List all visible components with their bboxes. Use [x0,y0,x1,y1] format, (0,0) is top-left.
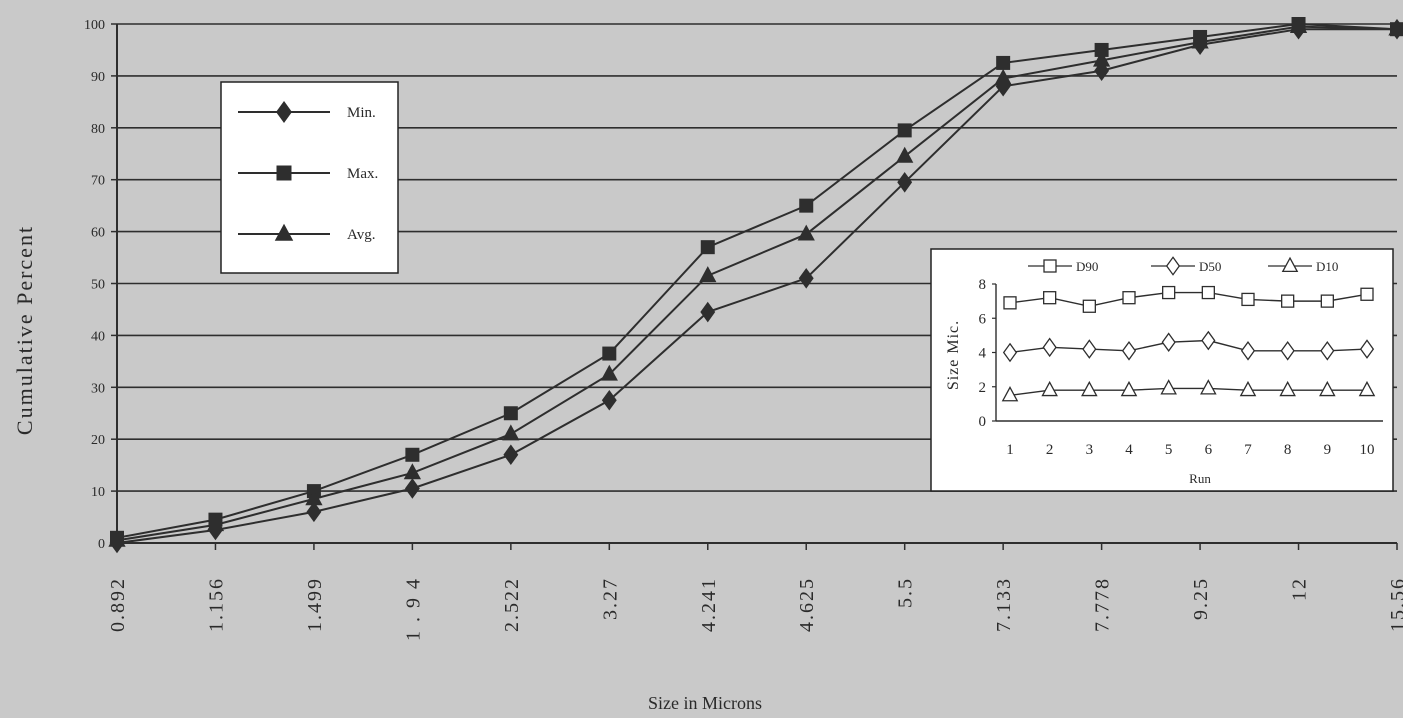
inset-legend-label-d50: D50 [1199,259,1221,274]
y-tick-label-100: 100 [84,18,105,33]
y-tick-label-30: 30 [91,381,105,396]
inset-x-tick-label-8: 8 [1284,442,1292,458]
inset-y-tick-label-8: 8 [979,277,987,293]
y-tick-label-50: 50 [91,278,105,293]
inset-y-tick-label-4: 4 [979,346,987,362]
x-tick-label-11: 7.778 [1092,577,1114,632]
y-tick-label-80: 80 [91,122,105,137]
series-point-max-10 [997,56,1010,69]
x-tick-label-1: 0.892 [107,577,129,632]
legend-label-avg: Avg. [347,227,375,243]
inset-x-tick-label-3: 3 [1086,442,1094,458]
x-tick-label-9: 5.5 [895,577,917,608]
series-point-max-6 [603,347,616,360]
legend-marker-max [277,166,291,180]
y-tick-label-70: 70 [91,174,105,189]
x-tick-label-5: 2.522 [501,577,523,632]
y-tick-label-60: 60 [91,226,105,241]
inset-x-tick-label-2: 2 [1046,442,1054,458]
inset-x-tick-label-1: 1 [1006,442,1014,458]
y-tick-label-0: 0 [98,537,105,552]
inset-series-point-d90-3 [1083,300,1095,312]
inset-series-point-d90-9 [1321,295,1333,307]
y-tick-label-90: 90 [91,70,105,85]
inset-x-axis-label: Run [1189,471,1211,486]
inset-series-point-d90-1 [1004,297,1016,309]
inset-y-axis-label: Size Mic. [945,320,962,390]
x-tick-label-12: 9.25 [1190,577,1212,620]
series-point-max-8 [800,199,813,212]
inset-legend-label-d10: D10 [1316,259,1338,274]
x-tick-label-2: 1.156 [205,577,227,632]
inset-x-tick-label-9: 9 [1324,442,1332,458]
inset-y-tick-label-0: 0 [979,414,987,430]
y-tick-label-10: 10 [91,485,105,500]
inset-series-point-d90-2 [1044,292,1056,304]
x-tick-label-6: 3.27 [599,577,621,620]
inset-series-point-d90-5 [1163,287,1175,299]
y-axis-label: Cumulative Percent [12,225,37,435]
inset-x-tick-label-7: 7 [1244,442,1252,458]
inset-series-point-d90-4 [1123,292,1135,304]
inset-x-tick-label-5: 5 [1165,442,1173,458]
inset-y-tick-label-2: 2 [979,380,987,396]
x-axis-label: Size in Microns [648,693,762,713]
inset-series-point-d90-10 [1361,288,1373,300]
inset-legend-marker-d90 [1044,260,1056,272]
inset-chart: D90 D50 D10 0 2 4 6 8 1 2 3 4 5 6 7 8 9 10 Size Mic. Ru… [931,249,1393,491]
x-tick-label-8: 4.625 [796,577,818,632]
x-tick-label-4: 1 . 9 4 [402,577,424,641]
legend-label-min: Min. [347,105,376,121]
series-point-max-7 [701,241,714,254]
x-tick-label-14: 15.56 [1387,577,1403,632]
x-tick-label-13: 12 [1289,577,1311,601]
inset-y-tick-label-6: 6 [979,311,987,327]
series-point-max-4 [406,448,419,461]
main-legend: Min. Max. Avg. [221,82,398,273]
x-tick-label-10: 7.133 [993,577,1015,632]
inset-series-point-d90-7 [1242,293,1254,305]
series-point-max-5 [504,407,517,420]
x-tick-label-3: 1.499 [304,577,326,632]
inset-series-point-d90-6 [1202,287,1214,299]
series-point-max-9 [898,124,911,137]
inset-x-tick-label-4: 4 [1125,442,1133,458]
y-tick-label-20: 20 [91,433,105,448]
legend-label-max: Max. [347,166,378,182]
inset-x-tick-label-10: 10 [1360,442,1375,458]
inset-series-point-d90-8 [1282,295,1294,307]
inset-x-tick-label-6: 6 [1205,442,1213,458]
y-tick-label-40: 40 [91,329,105,344]
x-tick-label-7: 4.241 [698,577,720,632]
inset-legend-label-d90: D90 [1076,259,1098,274]
